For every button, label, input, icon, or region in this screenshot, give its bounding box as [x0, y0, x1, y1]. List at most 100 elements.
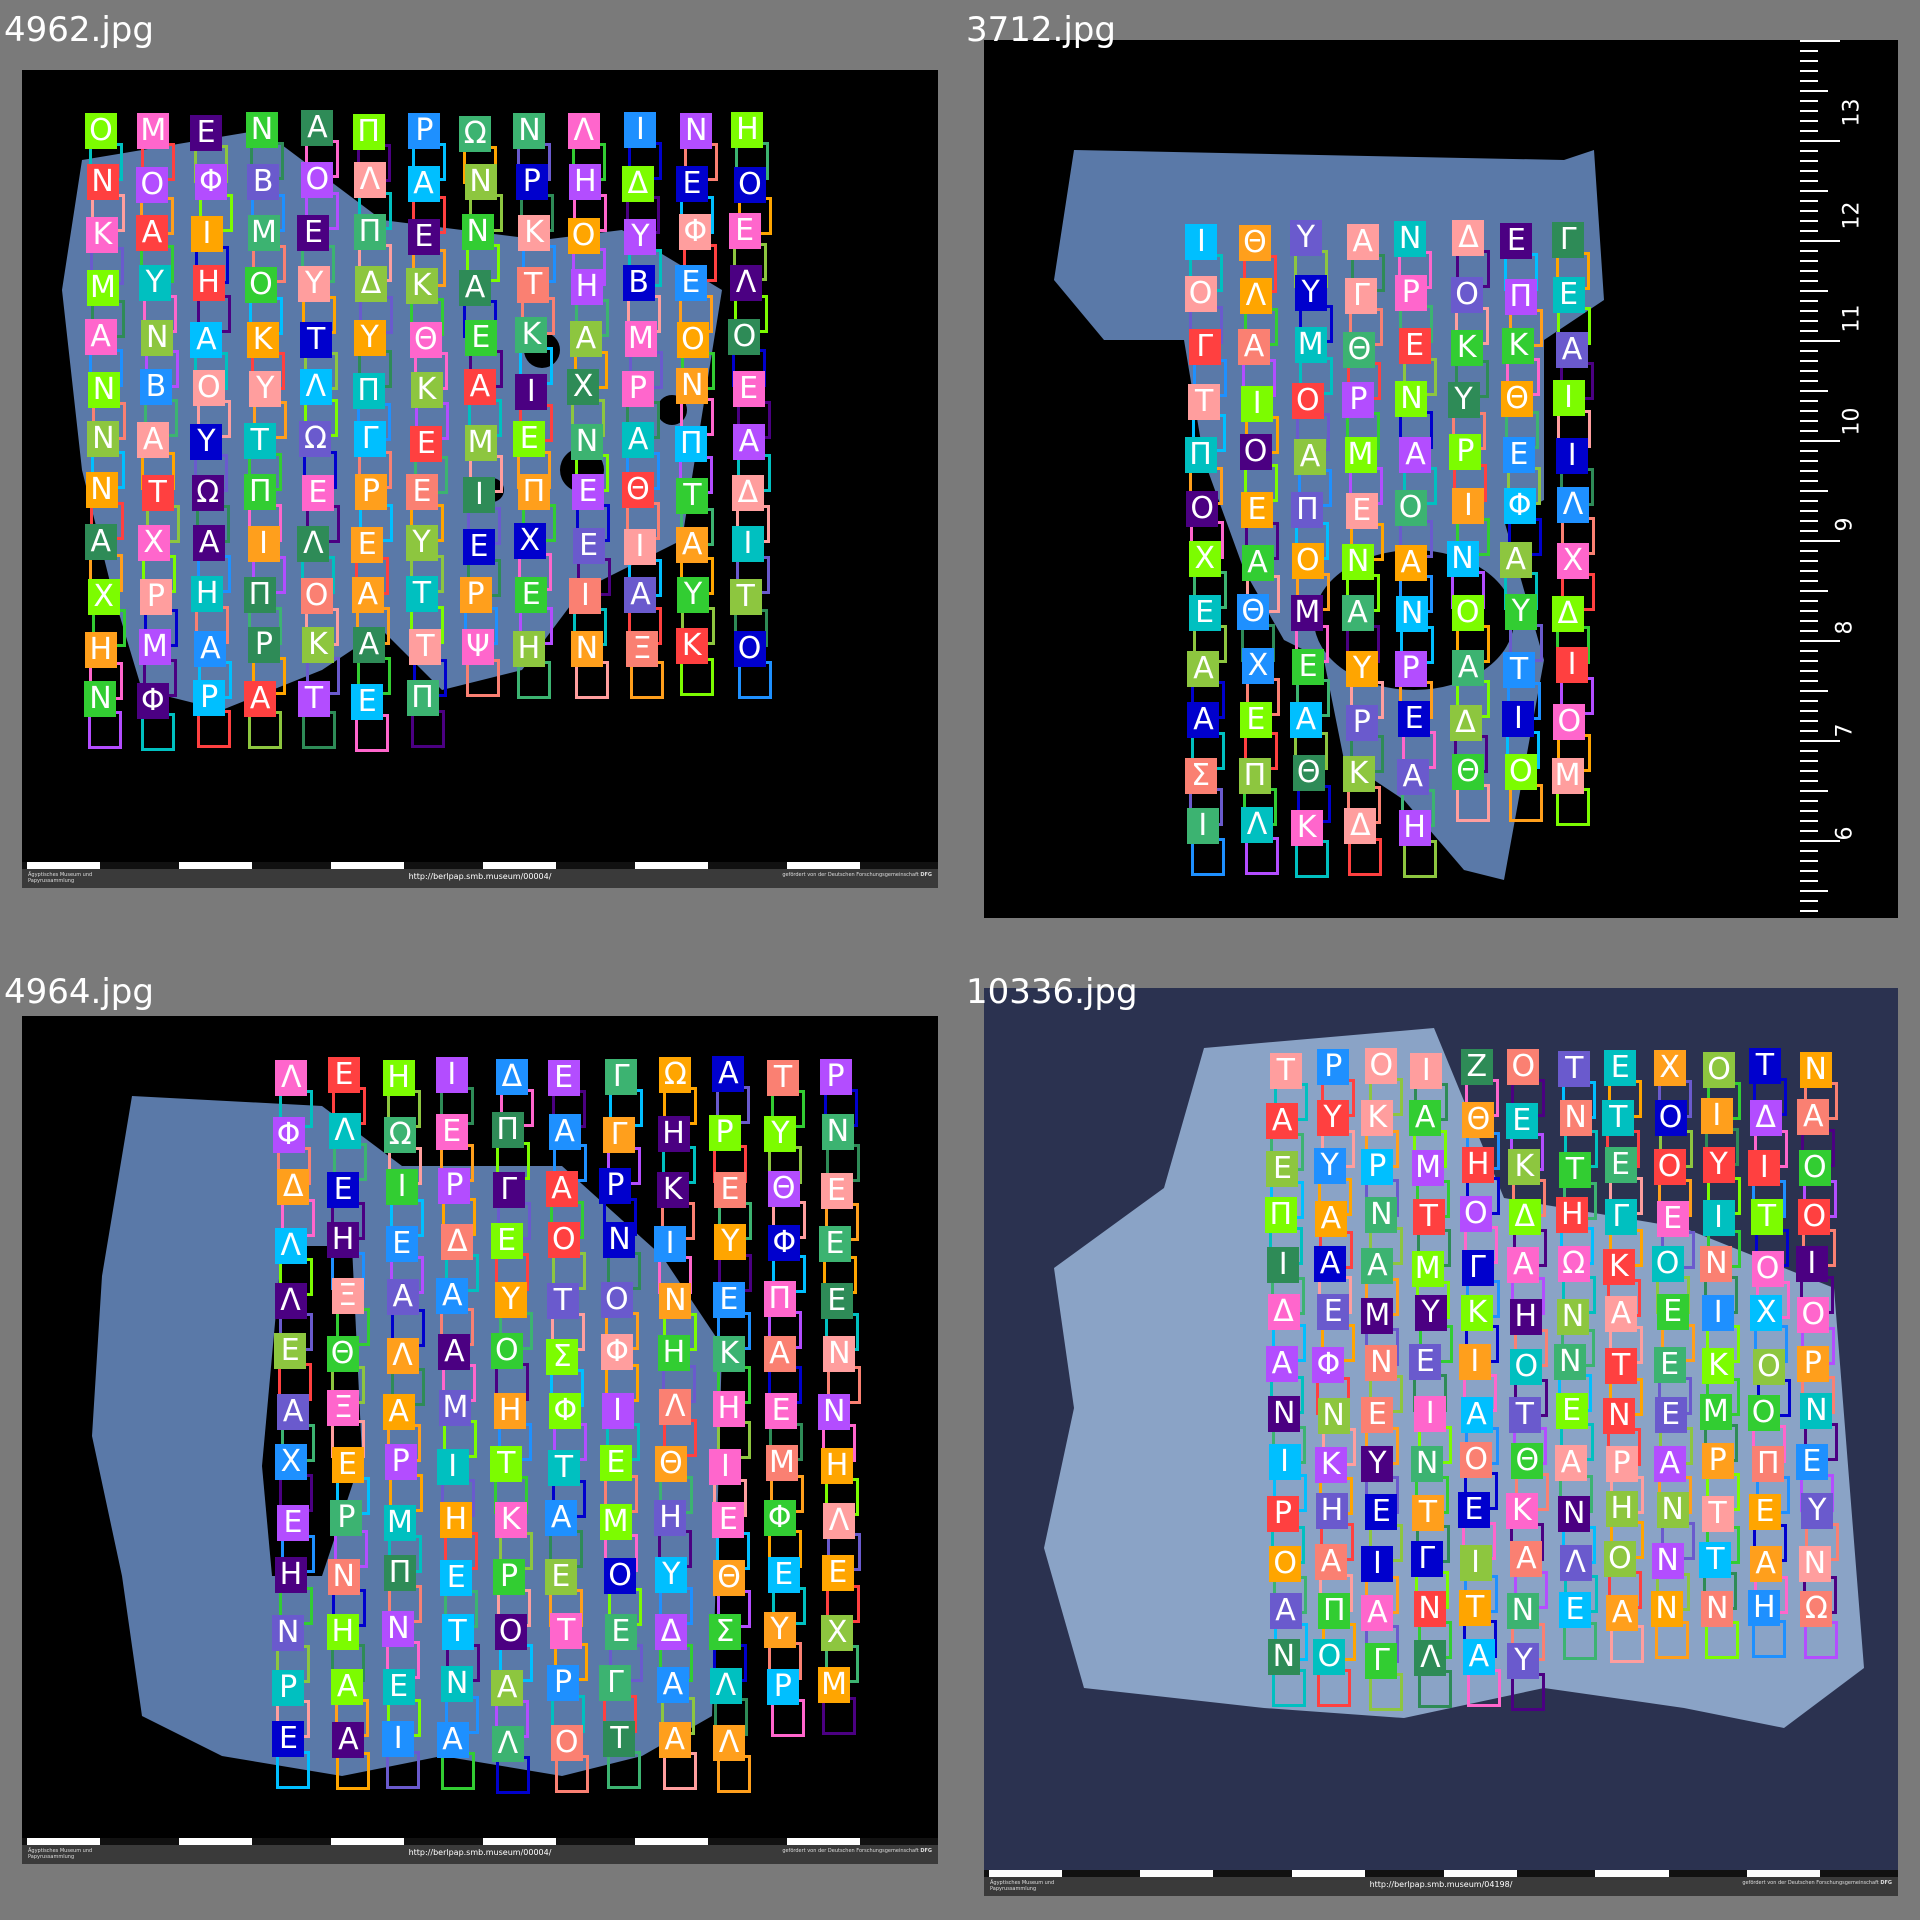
detected-letter: Μ [1344, 437, 1377, 474]
detected-letter: Ι [190, 215, 223, 252]
detected-letter: Ο [192, 370, 225, 407]
detected-letter: Υ [1801, 1492, 1834, 1529]
detected-letter: Τ [1459, 1589, 1492, 1626]
ruler-tick [1800, 90, 1828, 92]
detected-letter: Μ [439, 1389, 472, 1426]
detected-letter: Ε [713, 1171, 746, 1208]
source-url[interactable]: http://berlpap.smb.museum/00004/ [408, 872, 552, 881]
detected-letter: Χ [1188, 540, 1221, 577]
detected-letter: Ω [1800, 1590, 1833, 1627]
detected-letter: Μ [1699, 1393, 1732, 1430]
detected-letter: Μ [1411, 1250, 1444, 1287]
detected-letter: Τ [409, 628, 442, 665]
detected-letter: Λ [299, 369, 332, 406]
detected-letter: Ε [1345, 492, 1378, 529]
detected-letter: Ε [513, 421, 546, 458]
detected-letter: Ο [604, 1557, 637, 1594]
detected-letter: Η [1462, 1147, 1495, 1184]
detected-letter: Μ [86, 270, 119, 307]
detected-letter: Φ [272, 1116, 305, 1153]
ruler-tick [1800, 610, 1818, 612]
detected-letter: Ι [731, 525, 764, 562]
detected-letter: Η [326, 1222, 359, 1259]
detected-letter: Ω [659, 1056, 692, 1093]
detected-letter: Χ [274, 1443, 307, 1480]
detected-letter: Η [494, 1392, 527, 1429]
detected-letter: Υ [405, 525, 438, 562]
detected-letter: Ε [515, 576, 548, 613]
detected-letter: Α [1314, 1201, 1347, 1238]
ruler-tick [1800, 640, 1840, 642]
ruler-tick [1800, 230, 1818, 232]
ruler-tick [1800, 910, 1818, 912]
detected-letter: Δ [1452, 220, 1485, 257]
detected-letter: Ρ [1701, 1443, 1734, 1480]
detected-letter: Τ [546, 1282, 579, 1319]
detected-letter: Γ [1552, 221, 1585, 258]
ruler-tick [1800, 150, 1818, 152]
detected-letter: Ν [1395, 380, 1428, 417]
detected-letter: Υ [1346, 651, 1379, 688]
detected-letter: Ι [1702, 1295, 1735, 1332]
ruler-tick [1800, 390, 1828, 392]
detected-letter: Α [1460, 1397, 1493, 1434]
scale-tick [1443, 1870, 1517, 1877]
detected-letter: Μ [1294, 326, 1327, 363]
detected-letter: Ο [1313, 1639, 1346, 1676]
ruler-tick [1800, 310, 1818, 312]
detected-letter: Ι [1459, 1544, 1492, 1581]
detected-letter: Ν [513, 112, 546, 149]
detected-letter: Υ [764, 1115, 797, 1152]
detected-letter: Υ [353, 319, 386, 356]
ruler-tick [1800, 250, 1818, 252]
detected-letter: Ο [1797, 1296, 1830, 1333]
ruler-tick [1800, 350, 1818, 352]
detected-letter: Δ [441, 1223, 474, 1260]
ruler-number: 11 [1839, 304, 1865, 333]
detected-letter: Ν [1365, 1345, 1398, 1382]
detected-letter: Π [352, 114, 385, 151]
detected-letter: Ε [712, 1281, 745, 1318]
ruler-number: 10 [1839, 407, 1865, 436]
detected-letter: Ε [1398, 327, 1431, 364]
detected-letter: Κ [1342, 756, 1375, 793]
detected-letter: Ε [382, 1668, 415, 1705]
detected-letter: Γ [1188, 328, 1221, 365]
detected-letter: Ν [1701, 1591, 1734, 1628]
papyrus-scan: Ägyptisches Museum und Papyrussammlung h… [984, 988, 1898, 1896]
detected-letter: Η [1315, 1493, 1348, 1530]
detected-letter: Ν [87, 420, 120, 457]
detected-letter: Τ [603, 1720, 636, 1757]
detected-letter: Λ [712, 1724, 745, 1761]
detected-letter: Ν [87, 372, 120, 409]
detected-letter: Υ [138, 265, 171, 302]
detected-letter: Ε [351, 684, 384, 721]
detected-letter: Ω [459, 115, 492, 152]
detected-letter: Ο [1239, 433, 1272, 470]
ruler-tick [1800, 40, 1840, 42]
source-url[interactable]: http://berlpap.smb.museum/00004/ [408, 1848, 552, 1857]
detected-letter: Η [439, 1502, 472, 1539]
ruler-tick [1800, 420, 1818, 422]
detected-letter: Λ [1414, 1639, 1447, 1676]
detected-letter: Α [1396, 758, 1429, 795]
detected-letter: Τ [729, 578, 762, 615]
ruler-tick [1800, 810, 1818, 812]
detected-letter: Ε [1500, 223, 1533, 260]
ruler-tick [1800, 50, 1818, 52]
detected-letter: Ε [765, 1393, 798, 1430]
detected-letter: Κ [494, 1501, 527, 1538]
detected-letter: Ι [1502, 701, 1535, 738]
detected-letter: Ε [1505, 1103, 1538, 1140]
source-url[interactable]: http://berlpap.smb.museum/04198/ [1369, 1880, 1513, 1889]
detected-letter: Α [712, 1056, 745, 1093]
ruler-tick [1800, 180, 1818, 182]
detected-letter: Μ [1412, 1150, 1445, 1187]
detected-letter: Ο [733, 630, 766, 667]
filename-label: 4964.jpg [4, 972, 154, 1012]
scale-tick [178, 862, 252, 869]
ruler-tick [1800, 470, 1818, 472]
detected-letter: Ο [1752, 1349, 1785, 1386]
detected-letter: Ι [1556, 437, 1589, 474]
detected-letter: Τ [300, 322, 333, 359]
